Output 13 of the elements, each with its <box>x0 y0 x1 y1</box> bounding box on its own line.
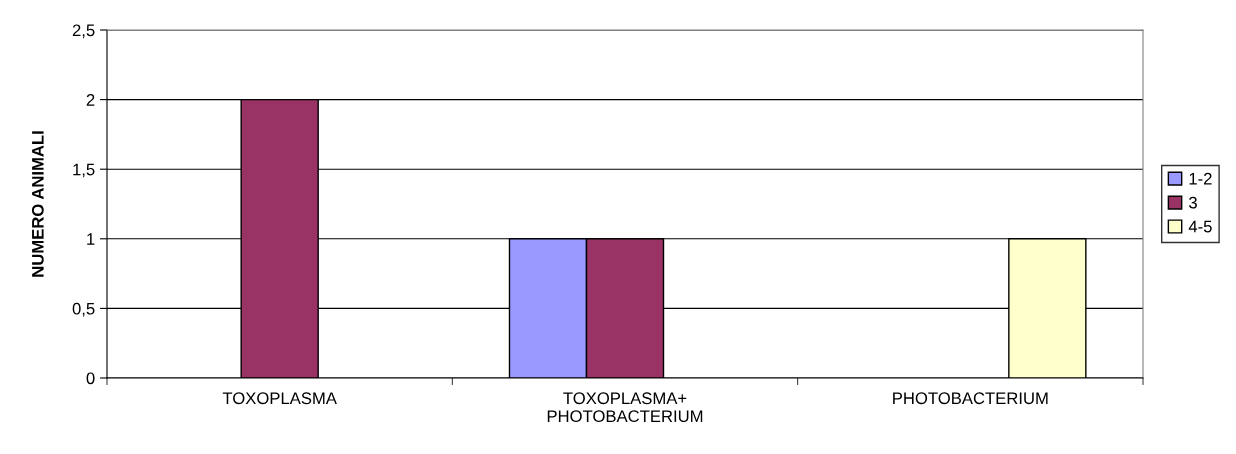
x-tick-label: PHOTOBACTERIUM <box>893 392 1048 405</box>
legend-label: 3 <box>1189 196 1197 209</box>
x-tick-label: TOXOPLASMA <box>222 392 337 405</box>
y-tick-label: 1 <box>87 233 95 245</box>
y-tick-label: 0 <box>86 372 95 385</box>
legend-label: 1-2 <box>1189 172 1212 185</box>
y-tick-label: 2 <box>86 94 95 106</box>
y-tick-label: 0,5 <box>72 302 95 317</box>
y-tick-label: 2,5 <box>72 24 95 39</box>
y-axis-title: NUMERO ANIMALI <box>31 131 44 277</box>
x-tick-label: TOXOPLASMA+ PHOTOBACTERIUM <box>547 392 703 423</box>
y-tick-label: 1,5 <box>73 163 95 178</box>
legend-label: 4-5 <box>1188 220 1212 233</box>
